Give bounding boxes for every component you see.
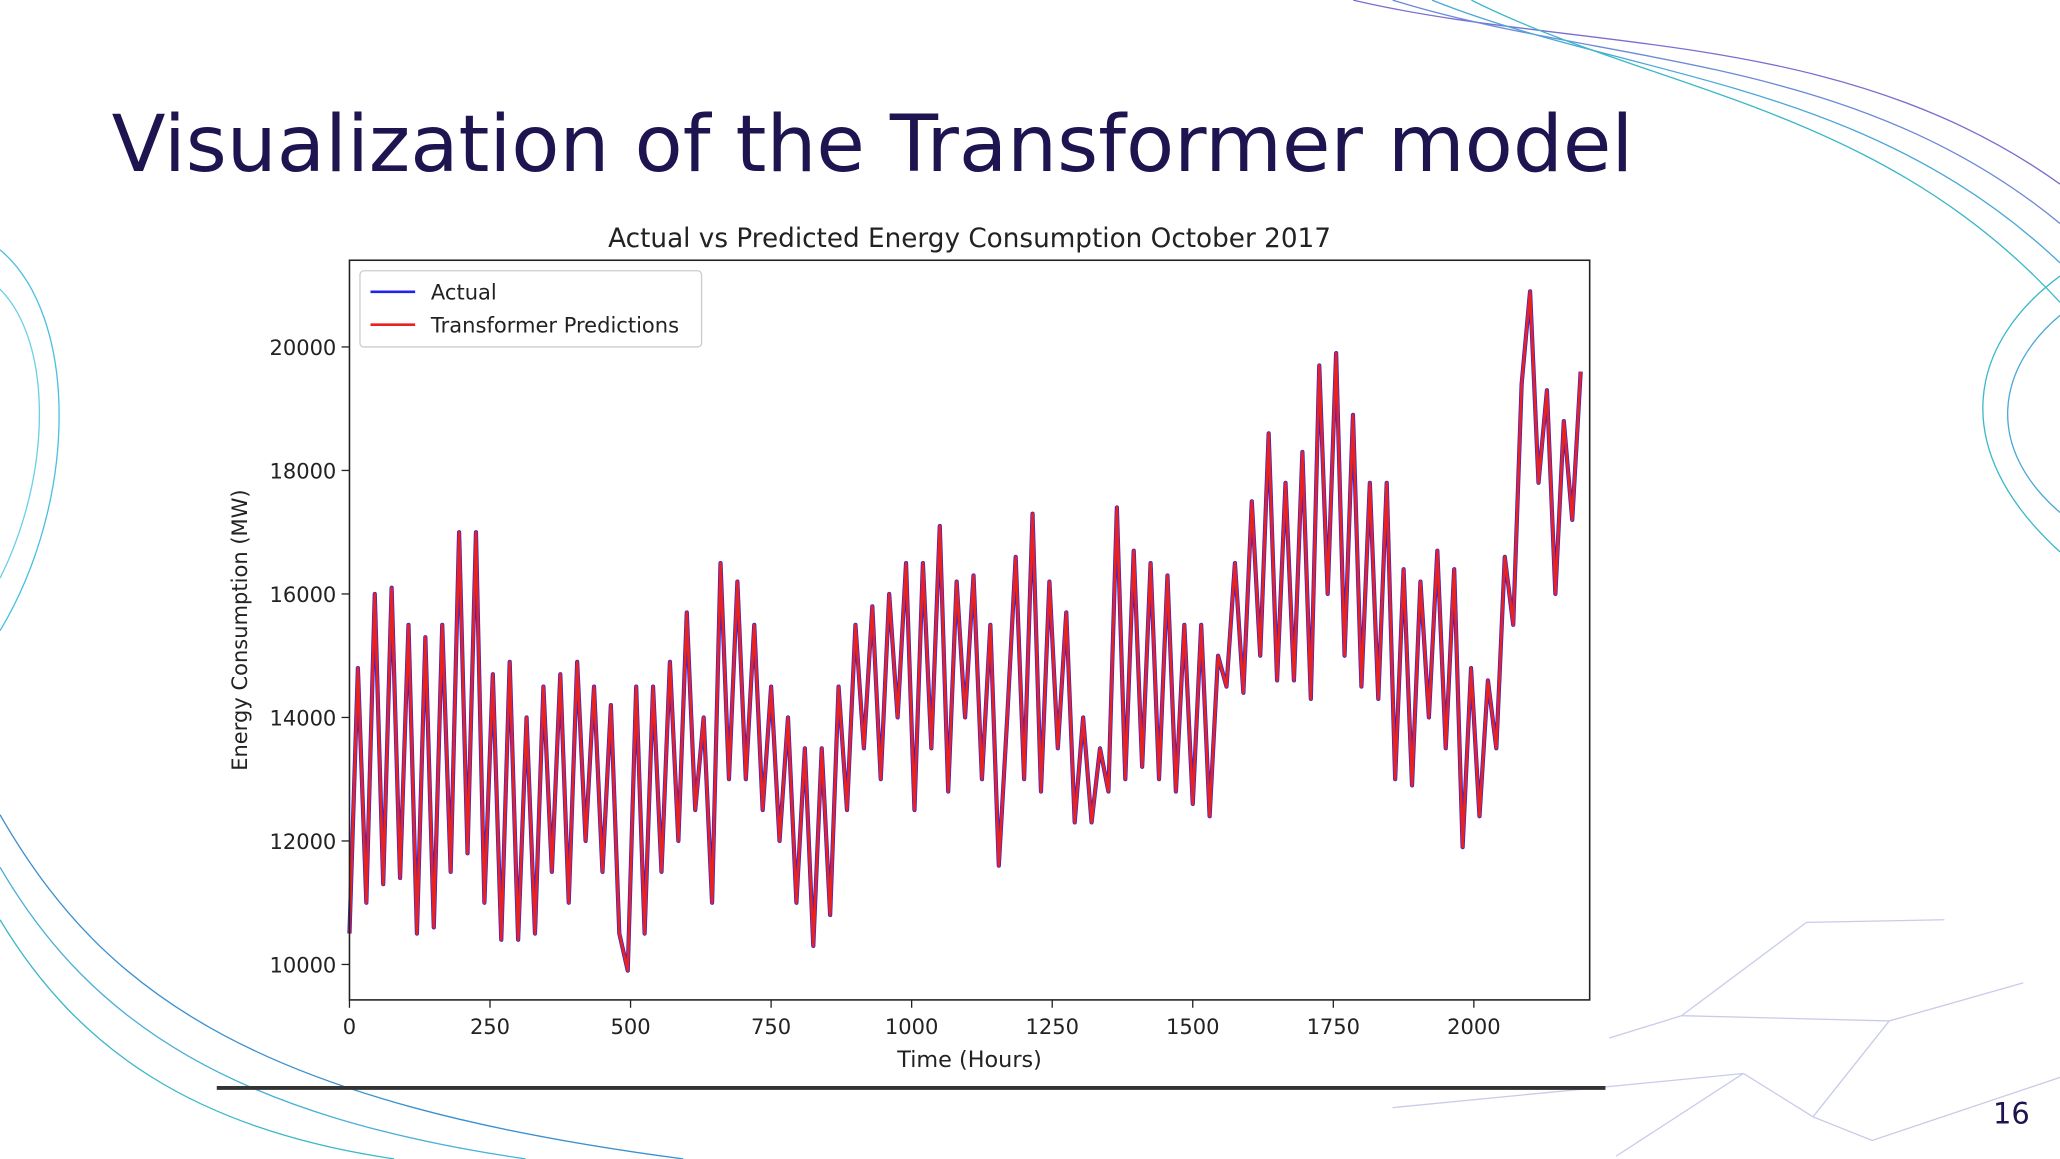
plot-frame bbox=[348, 259, 1591, 1001]
legend-box bbox=[359, 270, 703, 348]
y-tick-label: 12000 bbox=[269, 829, 336, 854]
x-tick-label: 1250 bbox=[1025, 1014, 1078, 1039]
chart-title: Actual vs Predicted Energy Consumption O… bbox=[608, 224, 1331, 254]
y-tick-label: 14000 bbox=[269, 705, 336, 730]
legend-label: Actual bbox=[431, 280, 497, 305]
slide-title: Visualization of the Transformer model bbox=[112, 98, 1634, 190]
legend: Actual Transformer Predictions bbox=[359, 270, 703, 348]
series-line bbox=[347, 289, 1583, 973]
y-axis-label: Energy Consumption (MW) bbox=[227, 489, 252, 770]
x-tick-label: 1750 bbox=[1307, 1014, 1360, 1039]
x-tick-label: 250 bbox=[470, 1014, 510, 1039]
x-tick-label: 1500 bbox=[1166, 1014, 1219, 1039]
x-tick-label: 2000 bbox=[1447, 1014, 1500, 1039]
series-line bbox=[348, 289, 1583, 973]
x-tick-label: 750 bbox=[751, 1014, 791, 1039]
x-tick-label: 0 bbox=[343, 1014, 356, 1039]
page-number: 16 bbox=[1993, 1096, 2030, 1130]
chart: Actual vs Predicted Energy Consumption O… bbox=[227, 224, 1591, 1073]
y-tick-label: 10000 bbox=[269, 952, 336, 977]
x-tick-label: 500 bbox=[610, 1014, 650, 1039]
x-axis-label: Time (Hours) bbox=[896, 1047, 1042, 1073]
legend-label: Transformer Predictions bbox=[430, 313, 679, 338]
y-tick-label: 18000 bbox=[269, 458, 336, 483]
x-tick-label: 1000 bbox=[885, 1014, 938, 1039]
y-tick-label: 20000 bbox=[269, 335, 336, 360]
y-tick-label: 16000 bbox=[269, 582, 336, 607]
